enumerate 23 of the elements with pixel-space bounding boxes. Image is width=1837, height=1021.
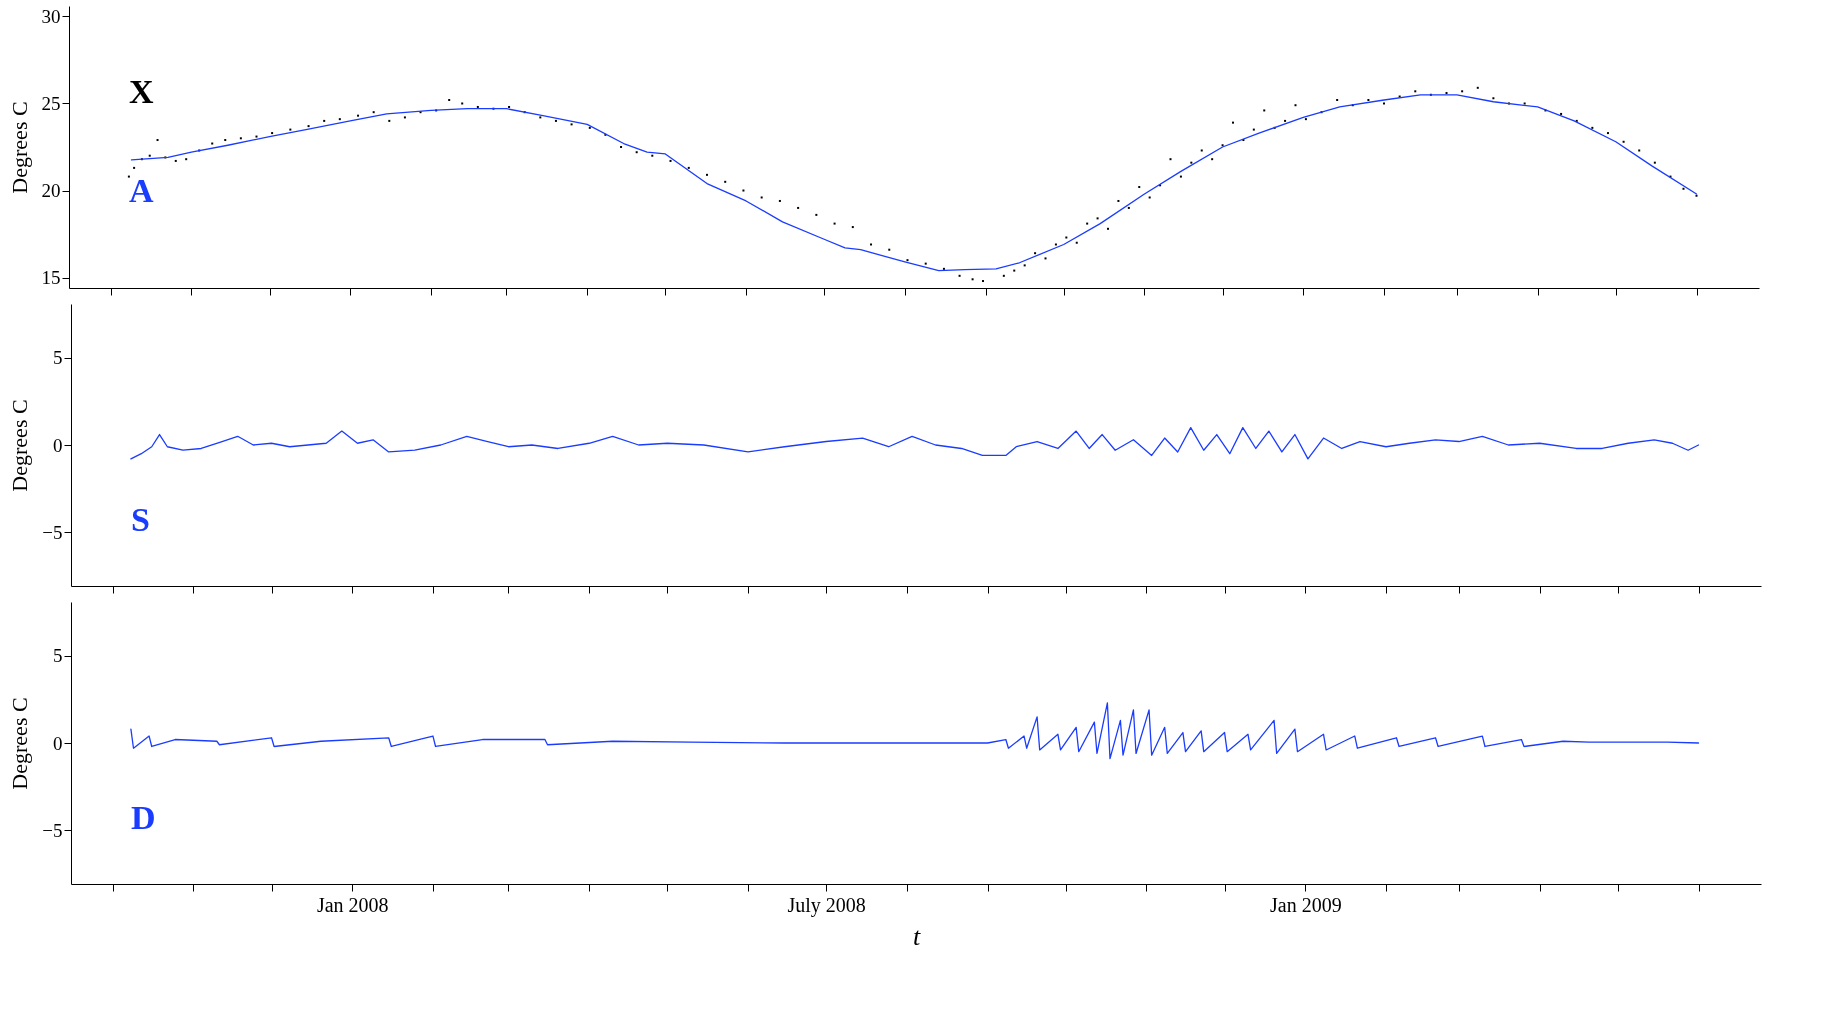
line-series (130, 426, 1700, 460)
y-tick-label: 5 (53, 645, 63, 667)
series-label: D (131, 799, 156, 837)
y-tick-label: 30 (41, 5, 61, 27)
y-axis-title: Degrees C (7, 399, 33, 492)
x-tick-label: Jan 2008 (316, 893, 389, 916)
y-tick-label: 20 (41, 180, 61, 202)
y-axis-title: Degrees C (6, 101, 32, 194)
y-tick-label: −5 (42, 819, 63, 841)
y-axis-title: Degrees C (7, 697, 33, 790)
x-tick-label: Jan 2009 (1269, 893, 1342, 916)
y-tick-label: −5 (42, 521, 63, 543)
series-label: S (131, 501, 150, 539)
line-series (130, 702, 1700, 760)
x-tick-label: July 2008 (787, 893, 866, 917)
series-label: A (129, 172, 154, 210)
y-tick-label: 0 (53, 434, 63, 456)
x-axis-title: t (912, 921, 921, 951)
series-label: X (129, 73, 154, 111)
y-tick-label: 0 (53, 732, 63, 754)
y-tick-label: 15 (41, 267, 61, 289)
y-tick-label: 25 (41, 92, 61, 114)
y-tick-label: 5 (53, 347, 63, 369)
